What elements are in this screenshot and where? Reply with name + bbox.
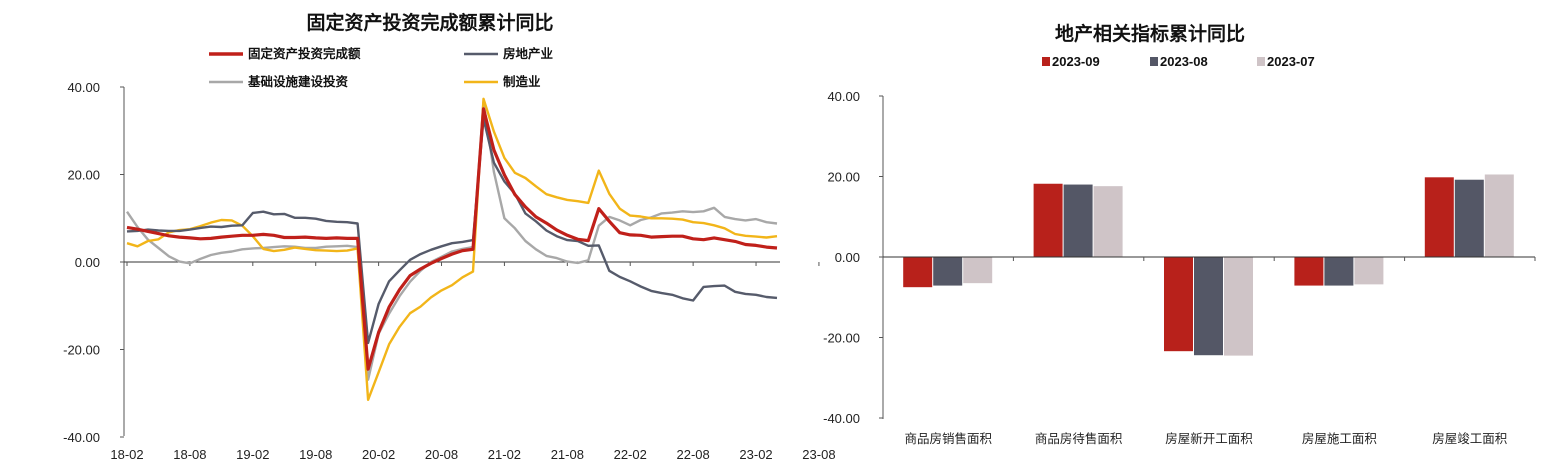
y-tick-label: 0.00 [75, 255, 100, 270]
legend-label-infrastructure: 基础设施建设投资 [247, 74, 349, 89]
y-tick-label: 40.00 [827, 89, 860, 104]
x-tick-label: 22-02 [614, 447, 647, 462]
bar-2023-07-1 [1093, 186, 1123, 257]
line-chart-x-ticks: 18-02 18-08 19-02 19-08 20-02 20-08 21-02 21-08… [110, 262, 836, 462]
y-tick-label: -40.00 [63, 430, 100, 445]
x-tick-label: 23-02 [739, 447, 772, 462]
y-tick-label: 40.00 [67, 80, 100, 95]
y-tick-label: 0.00 [835, 250, 860, 265]
bar-chart-x-ticks: 商品房销售面积 商品房待售面积 房屋新开工面积 房屋施工面积 房屋竣工面积 [882, 257, 1536, 446]
bar-2023-08-1 [1063, 184, 1093, 257]
x-tick-label: 18-02 [110, 447, 143, 462]
legend-label-2023-09: 2023-09 [1052, 54, 1100, 69]
y-tick-label: -20.00 [63, 343, 100, 358]
x-tick-label: 20-02 [362, 447, 395, 462]
legend-label-2023-07: 2023-07 [1267, 54, 1315, 69]
bar-2023-08-3 [1324, 257, 1354, 286]
x-tick-label: 19-08 [299, 447, 332, 462]
bar-2023-09-1 [1033, 183, 1063, 257]
bar-2023-07-0 [963, 257, 993, 284]
legend-swatch-2023-07 [1257, 57, 1265, 66]
legend-label-fixed-asset-investment: 固定资产投资完成额 [248, 46, 361, 61]
x-tick-label: 21-08 [551, 447, 584, 462]
category-label: 房屋施工面积 [1302, 431, 1377, 446]
series-line-3 [126, 97, 778, 401]
legend-label-2023-08: 2023-08 [1160, 54, 1208, 69]
x-tick-label: 23-08 [802, 447, 835, 462]
bar-2023-09-0 [903, 257, 933, 288]
legend-swatch-2023-08 [1150, 57, 1158, 66]
bar-chart-y-ticks: 40.00 20.00 0.00 -20.00 -40.00 [823, 89, 883, 426]
line-chart-series [126, 97, 778, 401]
x-tick-label: 19-02 [236, 447, 269, 462]
bar-2023-08-0 [933, 257, 963, 286]
category-label: 房屋新开工面积 [1165, 431, 1253, 446]
y-tick-label: -40.00 [823, 411, 860, 426]
bar-2023-08-2 [1194, 257, 1223, 356]
category-label: 房屋竣工面积 [1432, 431, 1507, 446]
legend-swatch-2023-09 [1042, 57, 1050, 66]
bar-chart: 地产相关指标累计同比 2023-09 2023-08 2023-07 40.00… [823, 22, 1536, 446]
y-tick-label: -20.00 [823, 331, 860, 346]
series-line-2 [126, 100, 778, 381]
bar-2023-08-4 [1454, 179, 1484, 257]
series-line-1 [126, 117, 778, 345]
legend-label-real-estate: 房地产业 [503, 46, 554, 61]
bar-chart-bars [903, 174, 1514, 356]
y-tick-label: 20.00 [67, 168, 100, 183]
y-tick-label: 20.00 [827, 170, 860, 185]
line-chart-legend: 固定资产投资完成额 房地产业 基础设施建设投资 制造业 [209, 46, 554, 89]
x-tick-label: 18-08 [173, 447, 206, 462]
series-line-0 [126, 107, 778, 371]
category-label: 商品房待售面积 [1035, 431, 1123, 446]
line-chart-y-ticks: 40.00 20.00 0.00 -20.00 -40.00 [63, 80, 124, 445]
bar-chart-legend: 2023-09 2023-08 2023-07 [1042, 54, 1315, 69]
bar-2023-07-2 [1224, 257, 1253, 356]
line-chart: 固定资产投资完成额累计同比 固定资产投资完成额 房地产业 基础设施建设投资 制造… [63, 11, 835, 462]
x-tick-label: 22-08 [677, 447, 710, 462]
bar-2023-07-3 [1354, 257, 1384, 285]
bar-chart-title: 地产相关指标累计同比 [1055, 22, 1245, 45]
bar-2023-09-4 [1424, 177, 1454, 257]
legend-label-manufacturing: 制造业 [503, 74, 541, 89]
line-chart-title: 固定资产投资完成额累计同比 [306, 11, 553, 34]
bar-2023-09-3 [1294, 257, 1324, 286]
x-tick-label: 21-02 [488, 447, 521, 462]
category-label: 商品房销售面积 [904, 431, 992, 446]
x-tick-label: 20-08 [425, 447, 458, 462]
bar-2023-09-2 [1164, 257, 1193, 352]
bar-2023-07-4 [1484, 174, 1514, 257]
